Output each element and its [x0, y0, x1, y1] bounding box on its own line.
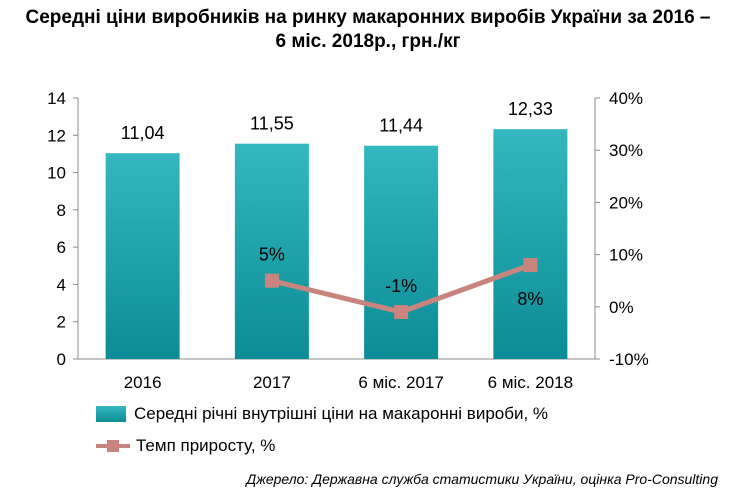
bar-value-label: 11,55 [250, 114, 294, 134]
y-left-tick-label: 14 [47, 89, 66, 108]
legend-bar-swatch [96, 406, 126, 422]
y-left-tick-label: 8 [57, 201, 66, 220]
legend-line-swatch [96, 438, 130, 454]
bar [364, 145, 439, 359]
chart-title-line-2: 6 міс. 2018р., грн./кг [275, 31, 461, 52]
y-right-tick-label: 30% [609, 141, 643, 160]
bar-value-label: 11,04 [121, 123, 165, 143]
legend-line-label: Темп приросту, % [136, 436, 276, 455]
bar-value-label: 11,44 [379, 116, 423, 136]
y-left-tick-label: 4 [57, 275, 66, 294]
growth-rate-label: 8% [517, 289, 543, 309]
y-left-tick-label: 2 [57, 313, 66, 332]
growth-rate-label: 5% [259, 245, 285, 265]
legend-item-bars: Середні річні внутрішні ціни на макаронн… [96, 404, 548, 424]
y-right-tick-label: 10% [609, 246, 643, 265]
bar [493, 129, 568, 359]
y-right-tick-label: -10% [609, 350, 649, 369]
bar [105, 153, 180, 359]
x-category-label: 6 міс. 2017 [358, 373, 443, 392]
growth-rate-marker [264, 273, 279, 288]
y-left-tick-label: 12 [47, 126, 66, 145]
x-category-label: 2016 [124, 373, 162, 392]
y-left-tick-label: 0 [57, 350, 66, 369]
x-category-label: 2017 [253, 373, 291, 392]
legend-item-line: Темп приросту, % [96, 436, 275, 456]
source-note: Джерело: Державна служба статистики Укра… [246, 471, 718, 487]
y-right-tick-label: 40% [609, 89, 643, 108]
growth-rate-marker [523, 258, 538, 273]
growth-rate-label: -1% [385, 276, 417, 296]
x-category-label: 6 міс. 2018 [488, 373, 573, 392]
y-right-tick-label: 0% [609, 298, 634, 317]
bar [234, 143, 309, 359]
y-left-tick-label: 10 [47, 164, 66, 183]
chart-title-line-1: Середні ціни виробників на ринку макарон… [25, 7, 711, 28]
chart-title: Середні ціни виробників на ринку макарон… [0, 6, 736, 54]
y-left-tick-label: 6 [57, 238, 66, 257]
y-right-tick-label: 20% [609, 193, 643, 212]
bar-value-label: 12,33 [508, 99, 553, 119]
growth-rate-marker [394, 305, 409, 320]
legend-bar-label: Середні річні внутрішні ціни на макаронн… [134, 404, 549, 423]
